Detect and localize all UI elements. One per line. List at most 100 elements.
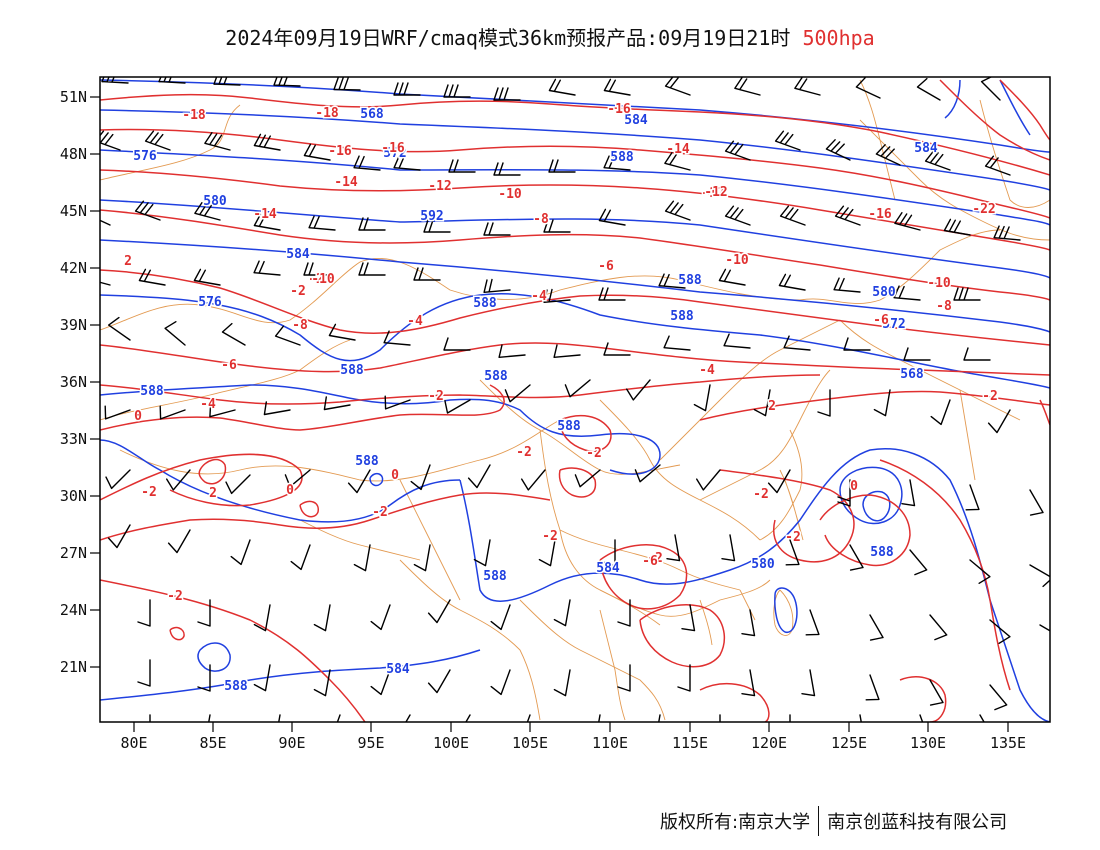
height-contour-label: 584 <box>624 113 648 128</box>
height-contour-label: 588 <box>557 419 581 434</box>
wind-barb <box>137 599 151 627</box>
boundary-line <box>479 379 681 475</box>
wind-barb <box>753 389 771 417</box>
temperature-contour <box>819 494 911 567</box>
boundary-line <box>519 599 666 721</box>
wind-barb <box>724 140 751 161</box>
wind-barb <box>384 395 411 410</box>
temperature-contour <box>879 459 1011 691</box>
axis-ticks: 80E 85E 90E 95E 100E 105E 110E 115E 120E 125E 130E… <box>60 88 1026 752</box>
temperature-contour <box>558 467 597 498</box>
lon-label: 100E <box>433 734 469 752</box>
boundary-lines <box>100 79 1050 721</box>
wind-barb <box>393 82 421 96</box>
wind-barb <box>664 77 691 96</box>
height-contour-label: 588 <box>340 363 364 378</box>
temperature-contour-label: -10 <box>725 253 749 268</box>
wind-barb <box>370 669 391 696</box>
temperature-contour-label: -16 <box>381 141 405 156</box>
height-contour-label: 588 <box>678 273 702 288</box>
wind-barb <box>903 347 931 361</box>
lat-label: 24N <box>60 601 87 619</box>
temperature-contour <box>939 79 1050 161</box>
wind-barb <box>448 159 476 173</box>
boundary-line <box>559 529 741 591</box>
wind-barb <box>658 273 686 289</box>
temperature-contour-label: -2 <box>753 487 769 502</box>
wind-barb <box>794 77 821 96</box>
wind-barb <box>855 77 881 99</box>
temperature-contour-label: -14 <box>253 207 277 222</box>
wind-barb <box>134 200 161 221</box>
boundary-line <box>599 609 626 721</box>
temperature-contour <box>999 79 1050 141</box>
wind-barb <box>785 539 800 566</box>
boundary-line <box>699 589 756 646</box>
lat-label: 36N <box>60 373 87 391</box>
temperature-contour <box>559 414 612 452</box>
wind-barb <box>574 469 601 488</box>
height-contour <box>197 642 231 672</box>
wind-barb <box>253 133 281 151</box>
wind-barb <box>336 714 341 722</box>
wind-barb <box>197 599 211 627</box>
wind-barb <box>718 268 746 286</box>
wind-barb <box>626 379 651 401</box>
temperature-contour <box>100 384 505 431</box>
lon-label: 95E <box>357 734 384 752</box>
temperature-contour-label: -6 <box>598 259 614 274</box>
temperature-contour <box>100 342 1050 376</box>
temperature-contour <box>639 604 726 668</box>
wind-barb <box>805 609 820 636</box>
temperature-contour-label: -16 <box>328 144 352 159</box>
lon-label: 120E <box>751 734 787 752</box>
title-level: 500hpa <box>802 26 875 50</box>
wind-barb <box>405 714 411 722</box>
boundary-line <box>759 429 803 541</box>
wind-barb <box>963 347 991 361</box>
boundary-line <box>659 319 841 461</box>
wind-barb <box>677 664 691 692</box>
wind-barb <box>767 469 791 494</box>
temperature-contour-label: -10 <box>927 276 951 291</box>
wind-barb <box>969 559 991 584</box>
height-contour <box>774 587 798 633</box>
temperature-contour <box>100 492 551 541</box>
temperature-contour-label: -2 <box>982 389 998 404</box>
wind-barb <box>849 544 864 571</box>
temperature-contour-label: -6 <box>642 554 658 569</box>
temperature-contour-label: -4 <box>699 363 715 378</box>
map-title: 2024年09月19日WRF/cmaq模式36km预报产品:09月19日21时 … <box>0 22 1100 51</box>
wind-barb <box>893 285 921 301</box>
wind-barb <box>443 337 471 351</box>
wind-barb <box>328 323 356 341</box>
geopotential-height-contours <box>100 79 1050 722</box>
temperature-contour-label: 2 <box>209 486 217 501</box>
wind-barb <box>869 614 884 641</box>
wind-barb <box>353 544 371 572</box>
height-contour-label: 572 <box>383 146 406 161</box>
temperature-contour <box>699 682 770 722</box>
wind-barb <box>859 714 862 722</box>
wind-barb <box>543 288 571 303</box>
wind-barb <box>273 77 301 87</box>
temperature-contour-label: -8 <box>292 318 308 333</box>
temperature-contour-label: -12 <box>428 179 451 194</box>
temperature-contour <box>169 626 185 641</box>
boundary-line <box>599 399 761 541</box>
wind-barb <box>724 205 751 226</box>
boundary-line <box>773 589 794 636</box>
wind-barb <box>483 222 511 236</box>
wind-barb <box>303 143 331 161</box>
wind-barb <box>253 213 281 231</box>
wind-barb <box>783 335 811 351</box>
wind-barb <box>158 77 186 84</box>
wind-barb <box>825 139 851 161</box>
wind-barb <box>308 215 336 231</box>
wind-barb <box>634 464 661 483</box>
height-contour <box>100 384 661 475</box>
height-contour <box>999 79 1031 136</box>
wind-barb <box>208 714 211 722</box>
wind-barb <box>164 321 186 346</box>
wind-barb <box>834 205 861 226</box>
